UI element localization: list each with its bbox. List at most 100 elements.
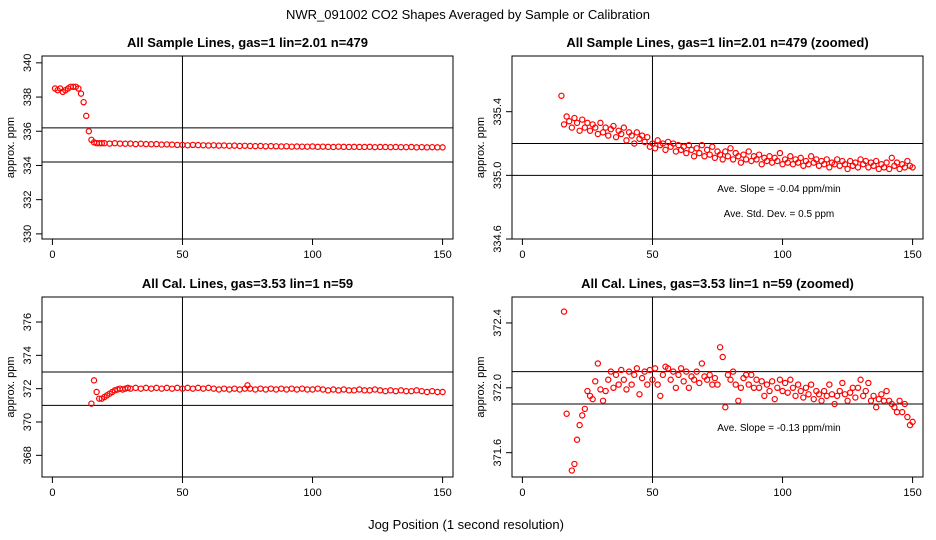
data-point xyxy=(854,384,862,392)
y-tick-label: 336 xyxy=(22,122,34,140)
data-point xyxy=(828,391,836,398)
x-tick-label: 100 xyxy=(773,249,791,261)
panel-title: All Sample Lines, gas=1 lin=2.01 n=479 xyxy=(127,35,368,50)
data-point xyxy=(142,384,150,392)
data-point xyxy=(620,124,628,131)
data-point xyxy=(872,404,880,411)
data-point xyxy=(288,143,295,150)
data-point xyxy=(345,387,353,394)
data-point xyxy=(693,145,700,152)
data-point xyxy=(818,397,825,404)
data-point xyxy=(641,138,648,146)
data-point xyxy=(584,387,591,395)
y-tick-label: 376 xyxy=(22,313,34,331)
data-point xyxy=(288,385,295,392)
data-point xyxy=(371,143,379,151)
data-point xyxy=(200,142,207,149)
data-point xyxy=(753,376,760,383)
data-point xyxy=(605,132,612,139)
y-tick-label: 368 xyxy=(22,446,34,464)
x-tick-label: 150 xyxy=(903,487,921,499)
data-point xyxy=(366,387,373,394)
data-point xyxy=(324,143,332,151)
data-point xyxy=(737,159,745,166)
data-point xyxy=(231,385,238,392)
data-point xyxy=(852,159,859,166)
data-point xyxy=(319,143,327,150)
data-point xyxy=(823,392,830,400)
data-point xyxy=(883,159,890,166)
data-point xyxy=(755,384,763,392)
data-point xyxy=(439,144,446,151)
data-point xyxy=(153,140,160,148)
data-point xyxy=(880,397,888,404)
panel-1: All Sample Lines, gas=1 lin=2.01 n=479 0 5… xyxy=(5,35,454,261)
data-point xyxy=(387,387,394,394)
data-point xyxy=(576,421,583,429)
data-point xyxy=(859,392,867,400)
x-tick-label: 0 xyxy=(519,249,525,261)
data-point xyxy=(220,142,228,149)
data-point xyxy=(77,90,85,97)
data-point xyxy=(693,368,700,375)
data-point xyxy=(675,371,682,379)
data-point xyxy=(833,392,841,400)
data-point xyxy=(80,98,87,106)
data-point xyxy=(314,385,321,392)
x-tick-label: 50 xyxy=(646,249,658,261)
data-point xyxy=(366,143,373,151)
data-point xyxy=(330,143,337,151)
plot-frame xyxy=(41,296,454,478)
data-point xyxy=(727,145,734,152)
data-point xyxy=(382,387,389,395)
data-point xyxy=(644,133,651,141)
data-point xyxy=(75,85,82,92)
data-point xyxy=(623,386,630,393)
data-point xyxy=(599,397,607,404)
data-point xyxy=(592,124,599,131)
y-tick-label: 338 xyxy=(22,88,34,106)
data-point xyxy=(148,141,155,148)
data-point xyxy=(774,384,781,392)
data-point xyxy=(257,385,264,392)
data-point xyxy=(241,142,249,149)
data-point xyxy=(568,467,576,474)
data-point xyxy=(654,137,661,144)
data-point xyxy=(750,384,758,392)
data-point xyxy=(293,386,301,393)
annotation: Ave. Slope = -0.13 ppm/min xyxy=(717,423,841,434)
data-point xyxy=(826,381,833,388)
data-point xyxy=(771,395,778,403)
figure-title: NWR_091002 CO2 Shapes Averaged by Sample… xyxy=(286,7,650,22)
data-point xyxy=(618,366,625,374)
data-point xyxy=(158,385,165,392)
data-point xyxy=(836,387,843,395)
data-point xyxy=(127,140,134,147)
data-point xyxy=(802,384,810,392)
panel-title: All Cal. Lines, gas=3.53 lin=1 n=59 xyxy=(142,276,353,291)
data-point xyxy=(597,119,604,127)
data-point xyxy=(163,384,171,392)
data-point xyxy=(662,146,669,154)
data-point xyxy=(205,384,212,392)
data-point xyxy=(768,378,776,385)
y-axis-label: approx. ppm xyxy=(5,117,17,178)
data-point xyxy=(826,164,833,171)
data-point xyxy=(345,143,353,151)
data-point xyxy=(805,391,812,398)
data-point xyxy=(267,385,275,392)
data-point xyxy=(272,386,280,393)
data-point xyxy=(807,381,815,388)
data-point xyxy=(672,148,680,155)
figure-xlabel: Jog Position (1 second resolution) xyxy=(368,517,564,532)
data-point xyxy=(620,376,628,383)
data-point xyxy=(408,387,415,395)
panel-title: All Cal. Lines, gas=3.53 lin=1 n=59 (zoo… xyxy=(581,276,854,291)
data-point xyxy=(794,159,802,166)
data-point xyxy=(729,156,737,163)
data-point xyxy=(870,392,877,400)
data-point xyxy=(885,165,893,173)
data-point xyxy=(215,142,223,149)
data-point xyxy=(137,385,145,392)
x-tick-label: 0 xyxy=(519,487,525,499)
